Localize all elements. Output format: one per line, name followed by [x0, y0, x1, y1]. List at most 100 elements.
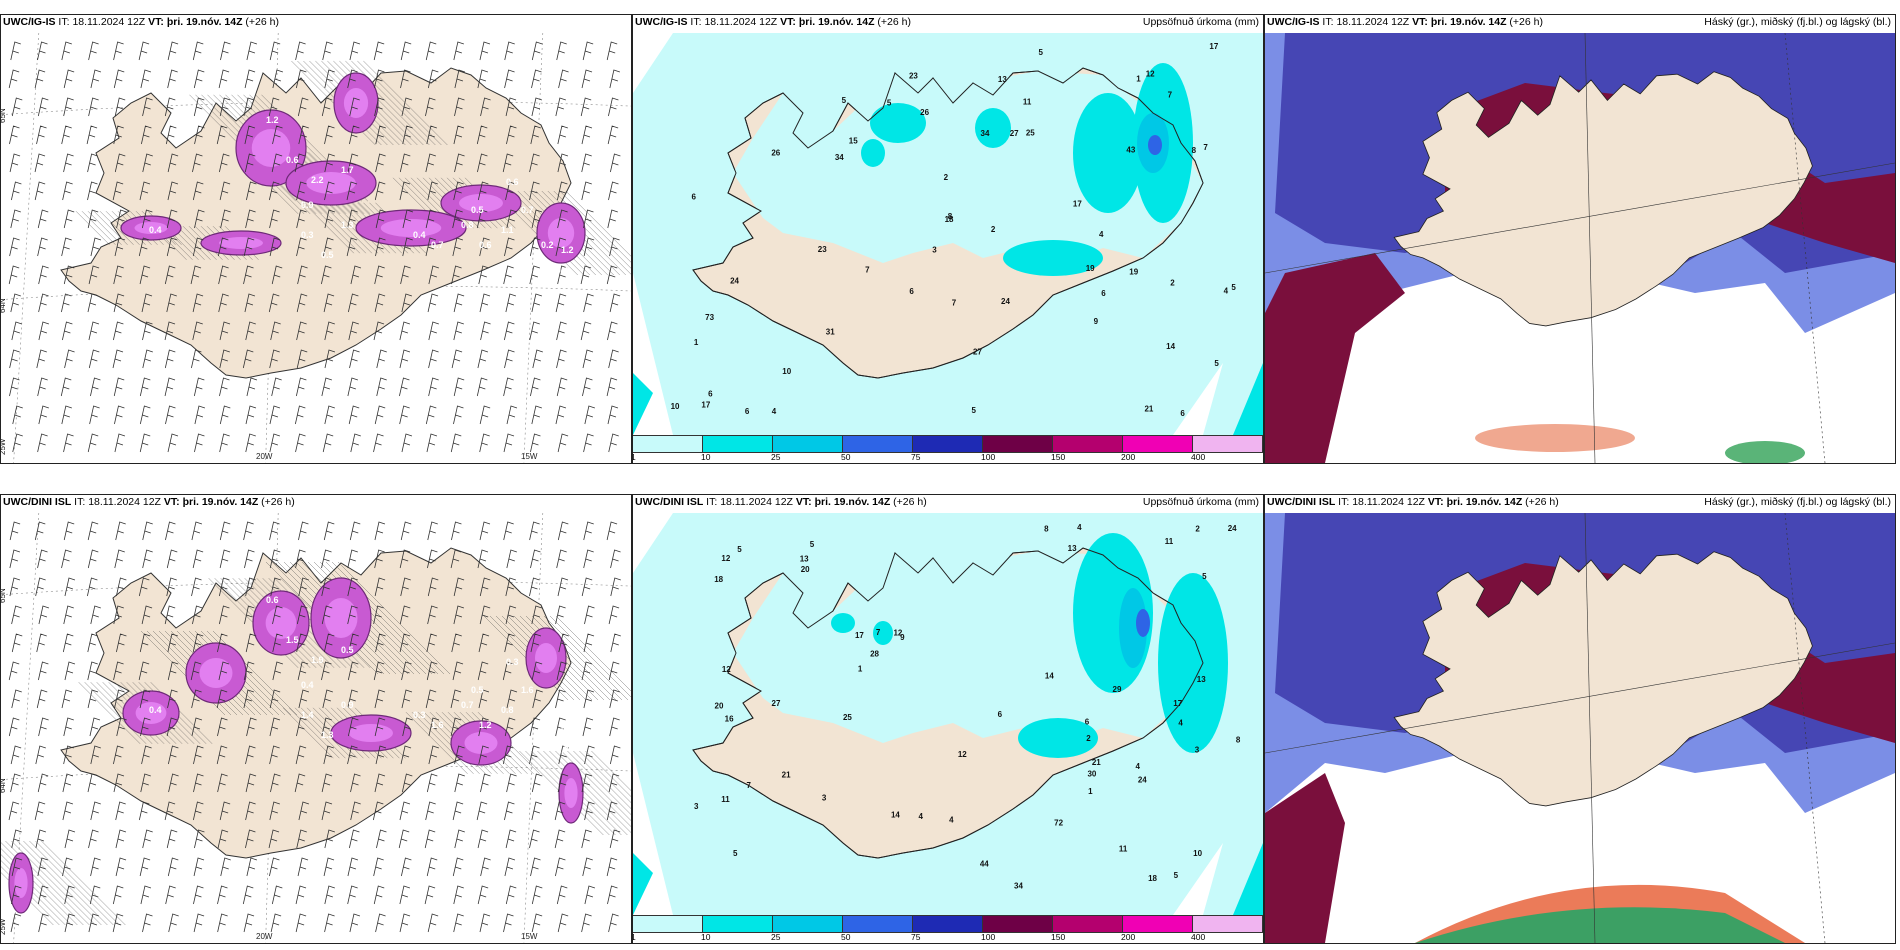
wind-barb — [166, 829, 178, 849]
wind-barb — [399, 377, 410, 397]
wind-barb — [218, 661, 230, 681]
wind-barb — [116, 209, 127, 229]
legend-label: 100 — [981, 452, 996, 462]
precip-value: 17 — [1173, 699, 1182, 708]
wind-barb — [190, 265, 202, 285]
wind-barb — [454, 745, 465, 765]
precip-value: 7 — [952, 299, 957, 308]
wind-barb — [37, 377, 48, 397]
wind-barb — [610, 577, 621, 597]
wind-barb — [295, 745, 307, 765]
wind-barb — [219, 377, 230, 397]
cloud-title: Háský (gr.), miðský (fj.bl.) og lágský (… — [1704, 496, 1891, 508]
precip-panel-row1: UWC/IG-IS IT: 18.11.2024 12Z VT: þri. 19… — [632, 14, 1264, 464]
snow-value: 0.8 — [461, 220, 474, 230]
wind-barb — [427, 69, 439, 89]
legend-swatch — [703, 436, 773, 452]
wind-barb — [504, 717, 516, 737]
wind-barb — [400, 577, 411, 597]
precip-value: 1 — [1136, 74, 1141, 83]
iceland-outline — [1393, 71, 1813, 327]
precip-value: 9 — [1094, 317, 1099, 326]
wind-barb — [113, 661, 124, 681]
wind-barb — [479, 521, 491, 541]
wind-barb — [167, 181, 179, 201]
wind-barb — [90, 69, 102, 89]
wind-barb — [193, 913, 205, 933]
wind-barb — [295, 433, 306, 453]
snow-value: 0.5 — [341, 645, 354, 655]
precip-value: 5 — [972, 406, 977, 415]
precip-value: 43 — [1126, 146, 1135, 155]
wind-barb — [504, 633, 515, 653]
precip-value: 27 — [973, 348, 982, 357]
precip-value: 24 — [1001, 297, 1010, 306]
wind-barb — [556, 349, 567, 369]
wind-barb — [217, 237, 229, 257]
wind-barb — [165, 885, 176, 905]
snow-core — [135, 702, 167, 724]
wind-barb — [90, 605, 101, 625]
precip-value: 5 — [887, 98, 892, 107]
wind-barb — [243, 265, 254, 285]
wind-barb — [114, 549, 125, 569]
wind-barb — [35, 745, 46, 765]
wind-barb — [296, 321, 307, 341]
wind-barb — [581, 661, 593, 681]
snow-value: 0.3 — [506, 657, 519, 667]
hatch-line — [300, 707, 352, 759]
wind-barb — [246, 857, 258, 877]
wind-barb — [606, 521, 618, 541]
wind-barb — [555, 405, 567, 425]
wind-barb — [142, 829, 153, 849]
precip-value: 19 — [1086, 264, 1095, 273]
wind-barb — [61, 549, 72, 569]
wind-barb — [608, 97, 619, 117]
cloud-south — [1475, 424, 1635, 452]
wind-barb — [583, 633, 595, 653]
wind-barb — [321, 377, 332, 397]
wind-barb — [37, 41, 48, 61]
wind-barb — [427, 577, 439, 597]
wind-barb — [87, 433, 99, 453]
wind-barb — [272, 125, 283, 145]
wind-barb — [88, 97, 99, 117]
precip-value: 11 — [1023, 98, 1032, 107]
wind-barb — [90, 237, 102, 257]
snow-value: 1.5 — [286, 635, 299, 645]
wind-barb — [243, 97, 255, 117]
wind-barb — [479, 41, 491, 61]
precip-value: 31 — [826, 328, 835, 337]
precip-value: 12 — [893, 628, 902, 637]
legend-label: 100 — [981, 932, 996, 942]
snow-value: 1.3 — [321, 730, 334, 740]
precip-value: 8 — [1044, 525, 1049, 534]
wind-barb — [583, 689, 595, 709]
snow-value: 0.7 — [521, 205, 534, 215]
wind-barb — [217, 773, 228, 793]
wind-barb — [453, 41, 464, 61]
precip-value: 6 — [909, 287, 914, 296]
snow-value: 1.2 — [266, 115, 279, 125]
precip-value: 3 — [822, 793, 827, 802]
hatch-line — [585, 750, 631, 797]
wind-barb — [269, 857, 280, 877]
snow-value: 0.4 — [556, 265, 569, 275]
wind-barb — [62, 801, 74, 821]
wind-barb — [87, 633, 98, 653]
wind-barb — [269, 433, 280, 453]
wind-barb — [90, 377, 101, 397]
precip-value: 6 — [1101, 289, 1106, 298]
legend-swatch — [773, 916, 843, 932]
wind-barb — [610, 153, 621, 173]
panel-title: UWC/IG-IS IT: 18.11.2024 12Z VT: þri. 19… — [3, 16, 279, 28]
grid-line — [1265, 642, 1895, 754]
wind-barb — [323, 237, 334, 257]
wind-barb — [141, 605, 153, 625]
precip-value: 34 — [1014, 882, 1023, 891]
wind-barb — [166, 237, 178, 257]
wind-barb — [399, 405, 410, 425]
precip-value: 8 — [1236, 736, 1241, 745]
wind-barb — [323, 745, 334, 765]
lon-label: 15W — [521, 452, 538, 461]
